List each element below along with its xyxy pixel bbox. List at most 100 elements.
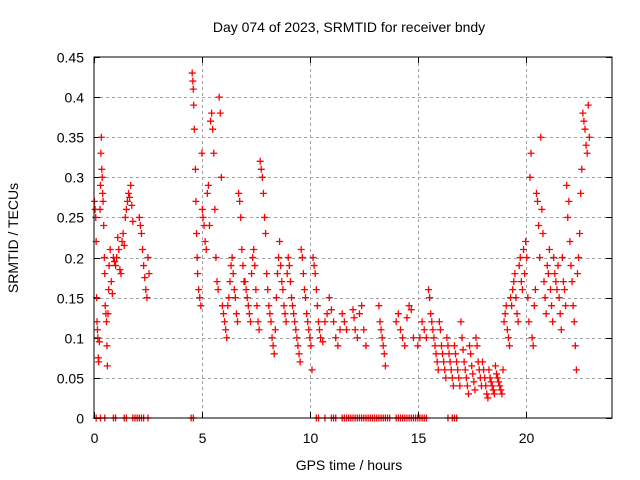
data-point <box>246 318 254 326</box>
data-point <box>538 205 546 213</box>
data-point <box>545 246 553 254</box>
data-point <box>307 342 315 350</box>
data-point <box>520 246 528 254</box>
data-point <box>584 101 592 109</box>
data-point <box>227 262 235 270</box>
data-point <box>141 274 149 282</box>
data-point <box>377 326 385 334</box>
data-point <box>275 254 283 262</box>
data-point <box>570 318 578 326</box>
data-point <box>299 270 307 278</box>
data-point <box>284 254 292 262</box>
data-point <box>119 229 127 237</box>
data-point <box>254 318 262 326</box>
data-point <box>460 358 468 366</box>
data-point <box>189 85 197 93</box>
data-point <box>509 286 517 294</box>
data-point <box>573 270 581 278</box>
data-point <box>188 69 196 77</box>
data-point <box>497 386 505 394</box>
data-point <box>338 310 346 318</box>
y-tick-label: 0.05 <box>57 371 84 387</box>
y-axis-label: SRMTID / TECUs <box>5 183 21 293</box>
data-point <box>537 133 545 141</box>
data-point <box>376 318 384 326</box>
data-point <box>285 262 293 270</box>
data-point <box>118 238 126 246</box>
data-point <box>120 242 128 250</box>
data-point <box>459 346 467 354</box>
data-point <box>214 286 222 294</box>
data-point <box>106 246 114 254</box>
data-point <box>569 302 577 310</box>
data-point <box>209 125 217 133</box>
data-point <box>577 189 585 197</box>
data-point <box>145 270 153 278</box>
data-point <box>114 234 122 241</box>
data-point <box>291 318 299 326</box>
data-point <box>508 302 516 310</box>
data-point <box>343 326 351 334</box>
data-point <box>304 318 312 326</box>
data-point <box>319 338 327 346</box>
data-point <box>482 382 490 390</box>
data-point <box>340 318 348 326</box>
data-point <box>433 358 441 366</box>
data-point <box>358 302 366 310</box>
data-point <box>441 366 449 374</box>
y-tick-label: 0.1 <box>65 331 85 347</box>
data-point <box>255 326 263 334</box>
data-point <box>310 262 318 270</box>
y-tick-label: 0.15 <box>57 291 84 307</box>
data-point <box>323 310 331 318</box>
data-point <box>548 302 556 310</box>
data-point <box>294 342 302 350</box>
data-point <box>353 334 361 342</box>
data-point <box>210 149 218 157</box>
data-point <box>245 310 253 318</box>
data-point <box>211 205 219 213</box>
data-point <box>221 318 229 326</box>
data-point <box>551 270 559 278</box>
data-point <box>108 290 116 298</box>
data-point <box>489 386 497 394</box>
data-point <box>283 270 291 278</box>
data-point <box>550 254 558 262</box>
data-point <box>314 318 322 326</box>
data-point <box>243 294 251 302</box>
data-point <box>375 302 383 310</box>
data-point <box>317 334 325 342</box>
data-point <box>524 294 532 302</box>
data-point <box>107 278 115 286</box>
data-point <box>581 125 589 133</box>
data-point <box>583 149 591 157</box>
data-point <box>567 262 575 270</box>
data-point <box>539 229 547 237</box>
grid-lines <box>94 57 612 418</box>
data-point <box>510 278 518 286</box>
data-point <box>401 342 409 350</box>
x-tick-label: 0 <box>91 430 99 446</box>
data-point <box>253 302 261 310</box>
data-point <box>195 286 203 294</box>
data-point <box>142 286 150 294</box>
data-point <box>289 302 297 310</box>
data-point <box>321 318 329 326</box>
data-point <box>99 189 107 197</box>
data-point <box>564 213 572 221</box>
data-point <box>563 181 571 189</box>
data-point <box>332 334 340 342</box>
data-point <box>535 221 543 229</box>
data-point <box>448 374 456 382</box>
data-point <box>95 338 103 346</box>
data-point <box>303 310 311 318</box>
data-point <box>479 358 486 366</box>
data-point <box>447 366 455 374</box>
data-point <box>103 342 111 350</box>
data-point <box>500 318 508 326</box>
data-point <box>429 326 437 334</box>
data-point <box>129 217 137 225</box>
data-point <box>123 197 131 205</box>
data-point <box>250 246 258 254</box>
data-point <box>456 382 464 390</box>
